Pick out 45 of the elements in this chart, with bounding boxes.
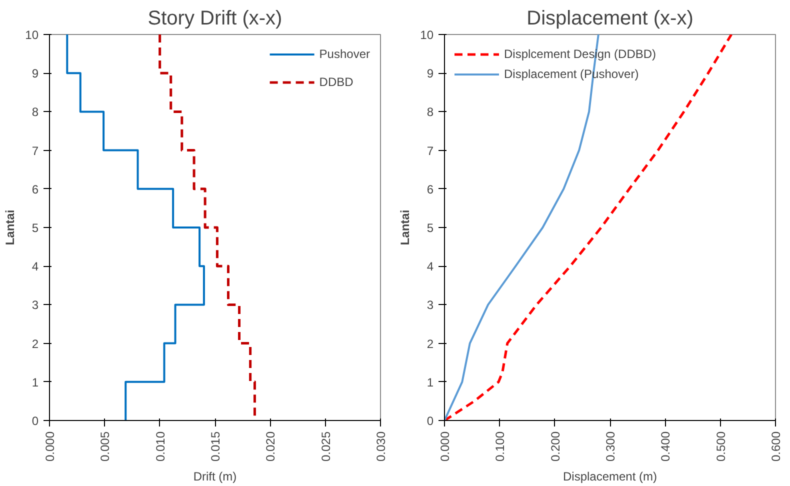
legend-label: Pushover [319,47,370,61]
y-tick-label: 10 [25,28,39,42]
x-tick-label: 0.020 [264,431,278,462]
chart-title: Displacement (x-x) [526,8,694,30]
x-tick-label: 0.010 [153,431,168,462]
y-tick-label: 1 [426,375,434,390]
x-tick-label: 0.025 [318,431,333,462]
x-tick-label: 0.100 [493,431,508,462]
y-axis-title: Lantai [3,210,18,246]
x-tick-label: 0.015 [208,431,222,462]
x-tick-label: 0.005 [98,431,112,462]
y-tick-label: 5 [426,221,434,235]
x-tick-label: 0.400 [658,431,673,462]
y-tick-label: 3 [32,298,39,312]
x-tick-label: 0.500 [714,431,728,462]
x-tick-label: 0.600 [769,431,783,462]
y-tick-label: 6 [32,182,39,196]
x-tick-label: 0.000 [438,431,452,462]
y-tick-label: 7 [32,144,39,158]
y-tick-label: 1 [32,375,39,390]
y-tick-label: 3 [426,298,434,312]
y-tick-label: 8 [32,105,39,120]
y-tick-label: 2 [32,336,39,351]
x-tick-label: 0.030 [374,431,388,462]
y-tick-label: 7 [426,144,434,158]
y-tick-label: 0 [32,414,39,428]
x-tick-label: 0.300 [604,431,618,462]
y-tick-label: 9 [426,66,434,81]
x-tick-label: 0.200 [548,431,562,462]
x-axis-title: Drift (m) [193,470,237,484]
y-tick-label: 9 [32,66,39,81]
chart-title: Story Drift (x-x) [148,8,282,30]
y-axis-title: Lantai [398,210,412,246]
line-series [66,34,205,420]
legend-label: DDBD [319,75,354,89]
y-tick-label: 10 [420,28,434,42]
x-tick-label: 0.000 [43,431,57,462]
x-axis-title: Displacement (m) [562,470,658,484]
y-tick-label: 5 [32,221,39,235]
y-tick-label: 0 [426,414,434,428]
y-tick-label: 4 [32,260,39,274]
y-tick-label: 4 [426,260,434,274]
y-tick-label: 6 [426,182,434,196]
y-tick-label: 2 [426,336,434,351]
y-tick-label: 8 [426,105,434,120]
